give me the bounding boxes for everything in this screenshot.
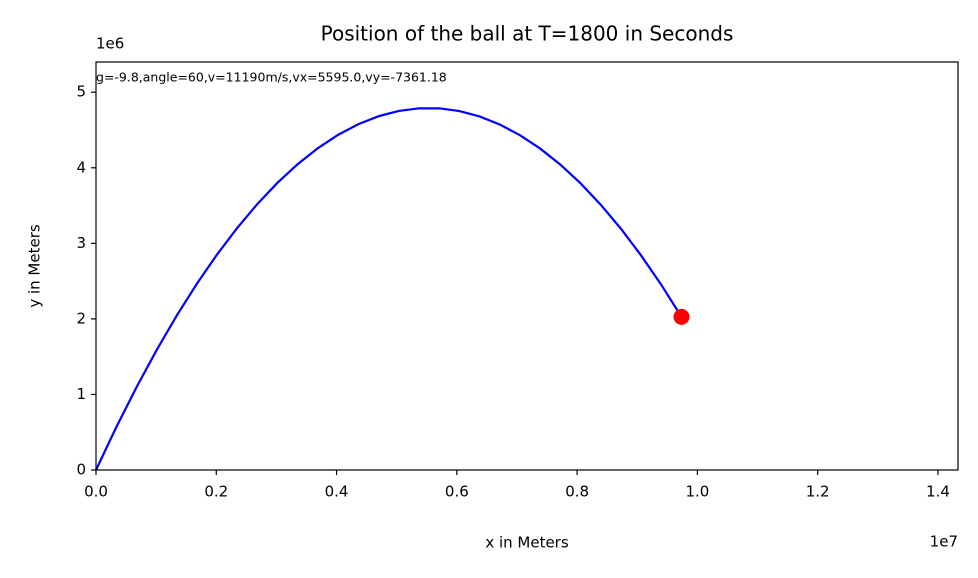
x-tick-label: 0.6 <box>445 483 469 501</box>
x-tick-label: 0.4 <box>325 483 349 501</box>
y-tick-label: 4 <box>76 158 86 176</box>
x-tick-label: 0.8 <box>565 483 589 501</box>
trajectory-line <box>95 107 683 471</box>
y-tick-label: 3 <box>76 234 86 252</box>
x-axis-label: x in Meters <box>485 534 569 552</box>
ball-marker <box>673 308 690 325</box>
y-tick-label: 0 <box>76 461 86 479</box>
y-tick-label: 5 <box>76 83 86 101</box>
y-axis-label: y in Meters <box>26 224 44 308</box>
x-tick-label: 0.0 <box>84 483 108 501</box>
chart-title: Position of the ball at T=1800 in Second… <box>321 22 734 46</box>
x-tick-label: 1.4 <box>926 483 950 501</box>
annotation: g=-9.8,angle=60,v=11190m/s,vx=5595.0,vy=… <box>96 70 447 85</box>
x-tick-label: 0.2 <box>204 483 228 501</box>
y-tick-label: 1 <box>76 385 86 403</box>
x-tick-label: 1.0 <box>685 483 709 501</box>
x-offset-label: 1e7 <box>930 533 958 551</box>
y-offset-label: 1e6 <box>96 35 124 53</box>
y-tick-label: 2 <box>76 309 86 327</box>
plot-frame <box>95 61 959 471</box>
x-tick-label: 1.2 <box>806 483 830 501</box>
